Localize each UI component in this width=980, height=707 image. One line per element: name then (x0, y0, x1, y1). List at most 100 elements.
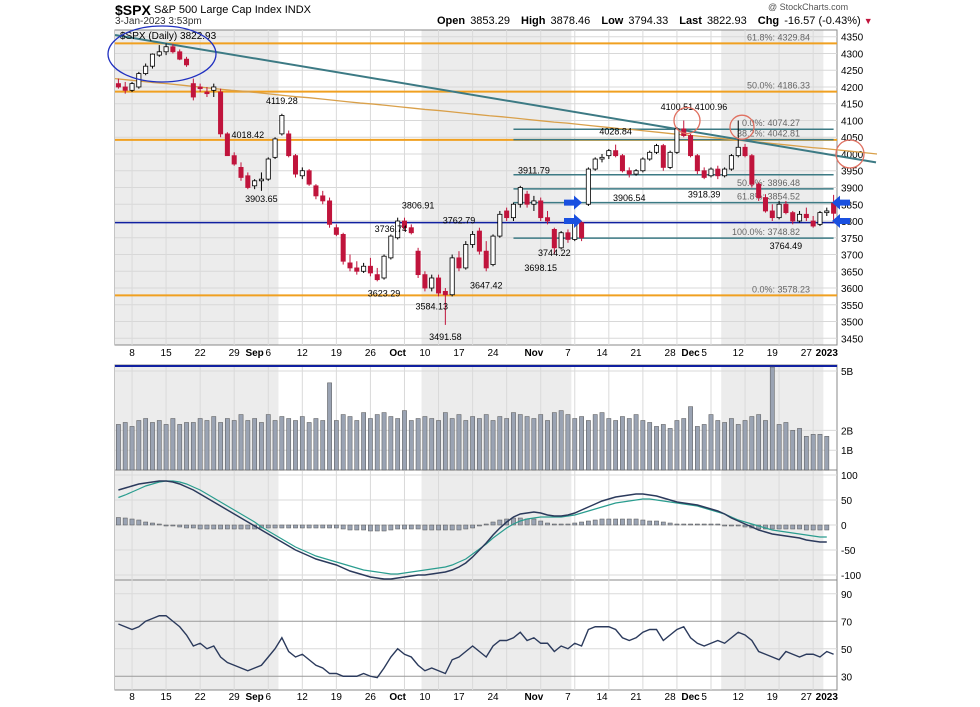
candle-body (252, 180, 258, 187)
instrument-fullname: S&P 500 Large Cap Index (154, 4, 282, 16)
date-tick-label: 8 (129, 348, 135, 359)
right-arrow-icon (564, 214, 582, 229)
date-tick-label: 7 (565, 348, 571, 359)
oscillator-histogram-bar (490, 521, 496, 526)
volume-bar (729, 418, 734, 471)
candle-body (722, 168, 728, 177)
volume-bar (122, 422, 128, 471)
date-tick-label: 14 (596, 692, 608, 703)
oscillator-histogram-bar (429, 524, 435, 531)
fib-level-label: 61.8%: 4329.84 (747, 32, 810, 42)
price-extreme-label: 3584.13 (415, 301, 448, 311)
oscillator-histogram-bar (320, 524, 326, 529)
oscillator-histogram-bar (579, 521, 584, 526)
candle-body (422, 274, 428, 289)
volume-bar (163, 424, 169, 471)
date-tick-label: 17 (453, 348, 465, 359)
candle-body (551, 228, 557, 249)
candle-body (327, 200, 333, 225)
quote-timestamp: 3-Jan-2023 3:53pm (115, 16, 202, 27)
oscillator-histogram-bar (701, 523, 707, 526)
left-arrow-icon (832, 214, 850, 229)
volume-bar (667, 428, 673, 471)
date-tick-label: 5 (701, 348, 707, 359)
date-tick-label: Oct (389, 348, 406, 359)
volume-bar (265, 414, 271, 471)
price-extreme-label: 3903.65 (245, 194, 278, 204)
oscillator-histogram-bar (129, 518, 135, 526)
volume-bar (715, 420, 721, 471)
low-label: Low (601, 15, 624, 27)
date-tick-label: 29 (229, 692, 241, 703)
volume-bar (477, 418, 482, 471)
oscillator-histogram-bar (790, 524, 796, 530)
rsi-line (118, 615, 834, 679)
candle-body (320, 195, 326, 202)
date-tick-label: 7 (565, 692, 571, 703)
oscillator-histogram-bar (810, 524, 816, 531)
volume-bar (388, 416, 394, 471)
candle-body (613, 150, 619, 157)
candle-body (163, 46, 169, 53)
oscillator-histogram-bar (477, 524, 482, 527)
volume-bar (463, 420, 469, 471)
oscillator-tick-label: 100 (841, 471, 858, 482)
candle-body (395, 220, 401, 239)
volume-bar (170, 418, 176, 471)
price-tick-label: 4000 (841, 150, 864, 161)
candle-body (688, 135, 694, 157)
price-tick-label: 4150 (841, 100, 864, 111)
volume-bar (150, 422, 155, 471)
candle-body (708, 168, 714, 177)
candle-body (265, 158, 271, 180)
volume-tick-label: 1B (841, 446, 854, 457)
candle-body (238, 166, 244, 178)
candle-body (122, 86, 128, 91)
price-extreme-label: 4100.96 (695, 102, 728, 112)
candle-body (408, 227, 414, 234)
high-value: 3878.46 (550, 15, 591, 27)
oscillator-histogram-bar (170, 524, 176, 527)
oscillator-tick-label: -100 (841, 571, 861, 582)
candle-body (640, 158, 646, 172)
candle-body (476, 230, 482, 252)
candle-body (619, 155, 625, 172)
oscillator-histogram-bar (783, 524, 789, 530)
oscillator-histogram-bar (231, 524, 237, 530)
oscillator-histogram-bar (606, 518, 612, 526)
oscillator-histogram-bar (279, 524, 285, 529)
price-extreme-label: 4119.28 (266, 96, 298, 106)
date-tick-label: Nov (524, 692, 543, 703)
highlight-circle (729, 114, 755, 140)
volume-bar (722, 422, 727, 471)
volume-bar (361, 412, 366, 471)
oscillator-histogram-bar (463, 524, 469, 530)
date-tick-label: 12 (733, 348, 745, 359)
volume-bar (238, 414, 244, 471)
low-value: 3794.33 (628, 15, 669, 27)
volume-bar (116, 424, 121, 471)
volume-bar (368, 418, 373, 471)
price-tick-label: 3650 (841, 267, 864, 278)
volume-bar (456, 414, 462, 471)
candle-body (483, 250, 489, 269)
volume-bar (824, 436, 830, 471)
candle-body (490, 235, 496, 265)
price-tick-label: 4200 (841, 83, 864, 94)
volume-bar (483, 414, 489, 471)
date-tick-label: 2023 (816, 692, 839, 703)
volume-bar (654, 426, 659, 471)
rsi-tick-label: 30 (841, 672, 853, 683)
oscillator-tick-label: -50 (841, 546, 856, 557)
candle-body (143, 65, 149, 74)
oscillator-tick-label: 0 (841, 521, 847, 532)
oscillator-histogram-bar (293, 524, 298, 529)
oscillator-histogram-bar (456, 524, 462, 531)
candle-body (756, 183, 762, 198)
volume-bar (204, 420, 210, 471)
price-tick-label: 3750 (841, 234, 864, 245)
volume-bar (415, 418, 421, 471)
volume-bar (231, 420, 237, 471)
candle-body (415, 250, 421, 276)
oscillator-histogram-bar (388, 524, 394, 531)
